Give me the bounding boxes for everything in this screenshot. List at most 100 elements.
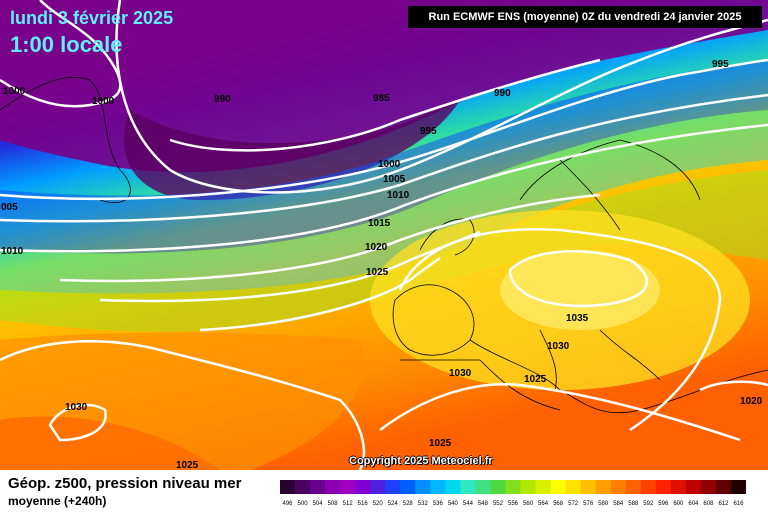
legend-label: 580 <box>598 501 609 507</box>
legend-label: 600 <box>673 501 684 507</box>
pressure-label: 990 <box>214 94 231 105</box>
legend-swatch <box>475 480 491 494</box>
map-parameter-subtitle: moyenne (+240h) <box>8 494 107 508</box>
legend-swatch <box>505 480 522 494</box>
legend-swatch <box>655 480 672 494</box>
legend-label: 500 <box>298 501 309 507</box>
legend-swatch <box>280 480 296 494</box>
legend-swatch <box>670 480 687 494</box>
pressure-label: 1025 <box>524 374 547 385</box>
pressure-label: 1010 <box>387 190 410 201</box>
legend-label: 564 <box>538 501 549 507</box>
legend-swatch <box>400 480 416 494</box>
legend-swatch <box>565 480 582 494</box>
pressure-label: 995 <box>712 59 729 70</box>
dark-orange-area <box>0 416 220 470</box>
legend-label: 520 <box>373 501 384 507</box>
pressure-label: 1005 <box>383 174 406 185</box>
pressure-label: 1015 <box>368 218 391 229</box>
pressure-labels: 1000 1000 990 985 990 995 995 1000 1005 … <box>1 59 763 470</box>
map-parameter-title: Géop. z500, pression niveau mer <box>8 475 242 492</box>
legend-swatch <box>415 480 431 494</box>
legend-label: 504 <box>313 501 324 507</box>
pressure-label: 990 <box>494 88 511 99</box>
legend-swatch <box>595 480 612 494</box>
pressure-label: 1035 <box>566 313 589 324</box>
legend-label: 592 <box>643 501 654 507</box>
footer: Géop. z500, pression niveau mer moyenne … <box>0 470 768 512</box>
pressure-label: 1030 <box>449 368 472 379</box>
legend-label: 588 <box>628 501 639 507</box>
legend-label: 524 <box>388 501 399 507</box>
pressure-label: 1025 <box>366 267 389 278</box>
legend-label: 516 <box>358 501 369 507</box>
legend-label: 604 <box>688 501 699 507</box>
forecast-date: lundi 3 février 2025 <box>10 8 174 28</box>
pressure-label: 1030 <box>547 341 570 352</box>
legend-swatch <box>535 480 552 494</box>
legend-label: 496 <box>283 501 294 507</box>
legend-label: 596 <box>658 501 669 507</box>
legend-label: 612 <box>718 501 729 507</box>
legend-swatch <box>370 480 386 494</box>
legend-label: 508 <box>328 501 339 507</box>
pressure-label: 985 <box>373 93 390 104</box>
legend-label: 568 <box>553 501 564 507</box>
legend-swatch <box>550 480 567 494</box>
legend-swatch <box>310 480 326 494</box>
pressure-label: 1025 <box>429 438 452 449</box>
legend-label: 560 <box>523 501 534 507</box>
legend-label: 608 <box>703 501 714 507</box>
color-legend: 496 500 504 508 512 516 520 524 528 532 536 540 544 5… <box>280 480 746 507</box>
legend-swatch <box>685 480 702 494</box>
deep-low-core <box>123 100 460 200</box>
pressure-label: 1000 <box>92 96 115 107</box>
blue-jet-band <box>0 60 768 254</box>
weather-map: 1000 1000 990 985 990 995 995 1000 1005 … <box>0 0 768 470</box>
legend-label: 552 <box>493 501 504 507</box>
purple-low-area <box>0 0 768 173</box>
pressure-label: 1000 <box>378 159 401 170</box>
legend-label: 556 <box>508 501 519 507</box>
legend-label: 540 <box>448 501 459 507</box>
pressure-label: 1000 <box>3 86 26 97</box>
legend-label: 544 <box>463 501 474 507</box>
legend-label: 532 <box>418 501 429 507</box>
legend-swatch <box>715 480 732 494</box>
pressure-label: 1020 <box>740 396 763 407</box>
pressure-label: 1030 <box>65 402 88 413</box>
isobars <box>0 0 768 470</box>
legend-swatch <box>325 480 341 494</box>
pressure-label: 005 <box>1 202 18 213</box>
legend-swatch <box>295 480 311 494</box>
legend-swatch <box>640 480 657 494</box>
legend-swatch <box>445 480 461 494</box>
legend-swatch <box>430 480 446 494</box>
legend-label: 584 <box>613 501 624 507</box>
legend-swatch <box>610 480 627 494</box>
model-run-info: Run ECMWF ENS (moyenne) 0Z du vendredi 2… <box>408 6 762 28</box>
legend-swatch <box>385 480 401 494</box>
legend-swatch <box>520 480 537 494</box>
legend-label: 616 <box>733 501 744 507</box>
legend-swatch <box>490 480 506 494</box>
legend-label: 572 <box>568 501 579 507</box>
legend-label: 536 <box>433 501 444 507</box>
pressure-label: 1010 <box>1 246 24 257</box>
forecast-time: 1:00 locale <box>10 32 123 57</box>
legend-label: 576 <box>583 501 594 507</box>
legend-label: 528 <box>403 501 414 507</box>
legend-label: 548 <box>478 501 489 507</box>
legend-swatch <box>460 480 476 494</box>
legend-swatch <box>580 480 597 494</box>
copyright: Copyright 2025 Meteociel.fr <box>349 455 493 467</box>
legend-swatch <box>355 480 371 494</box>
pressure-label: 995 <box>420 126 437 137</box>
legend-swatch <box>700 480 717 494</box>
legend-swatch <box>340 480 356 494</box>
legend-swatch <box>730 480 746 494</box>
pressure-label: 1025 <box>176 460 199 470</box>
high-core <box>500 250 660 330</box>
legend-swatch <box>625 480 642 494</box>
legend-label: 512 <box>343 501 354 507</box>
